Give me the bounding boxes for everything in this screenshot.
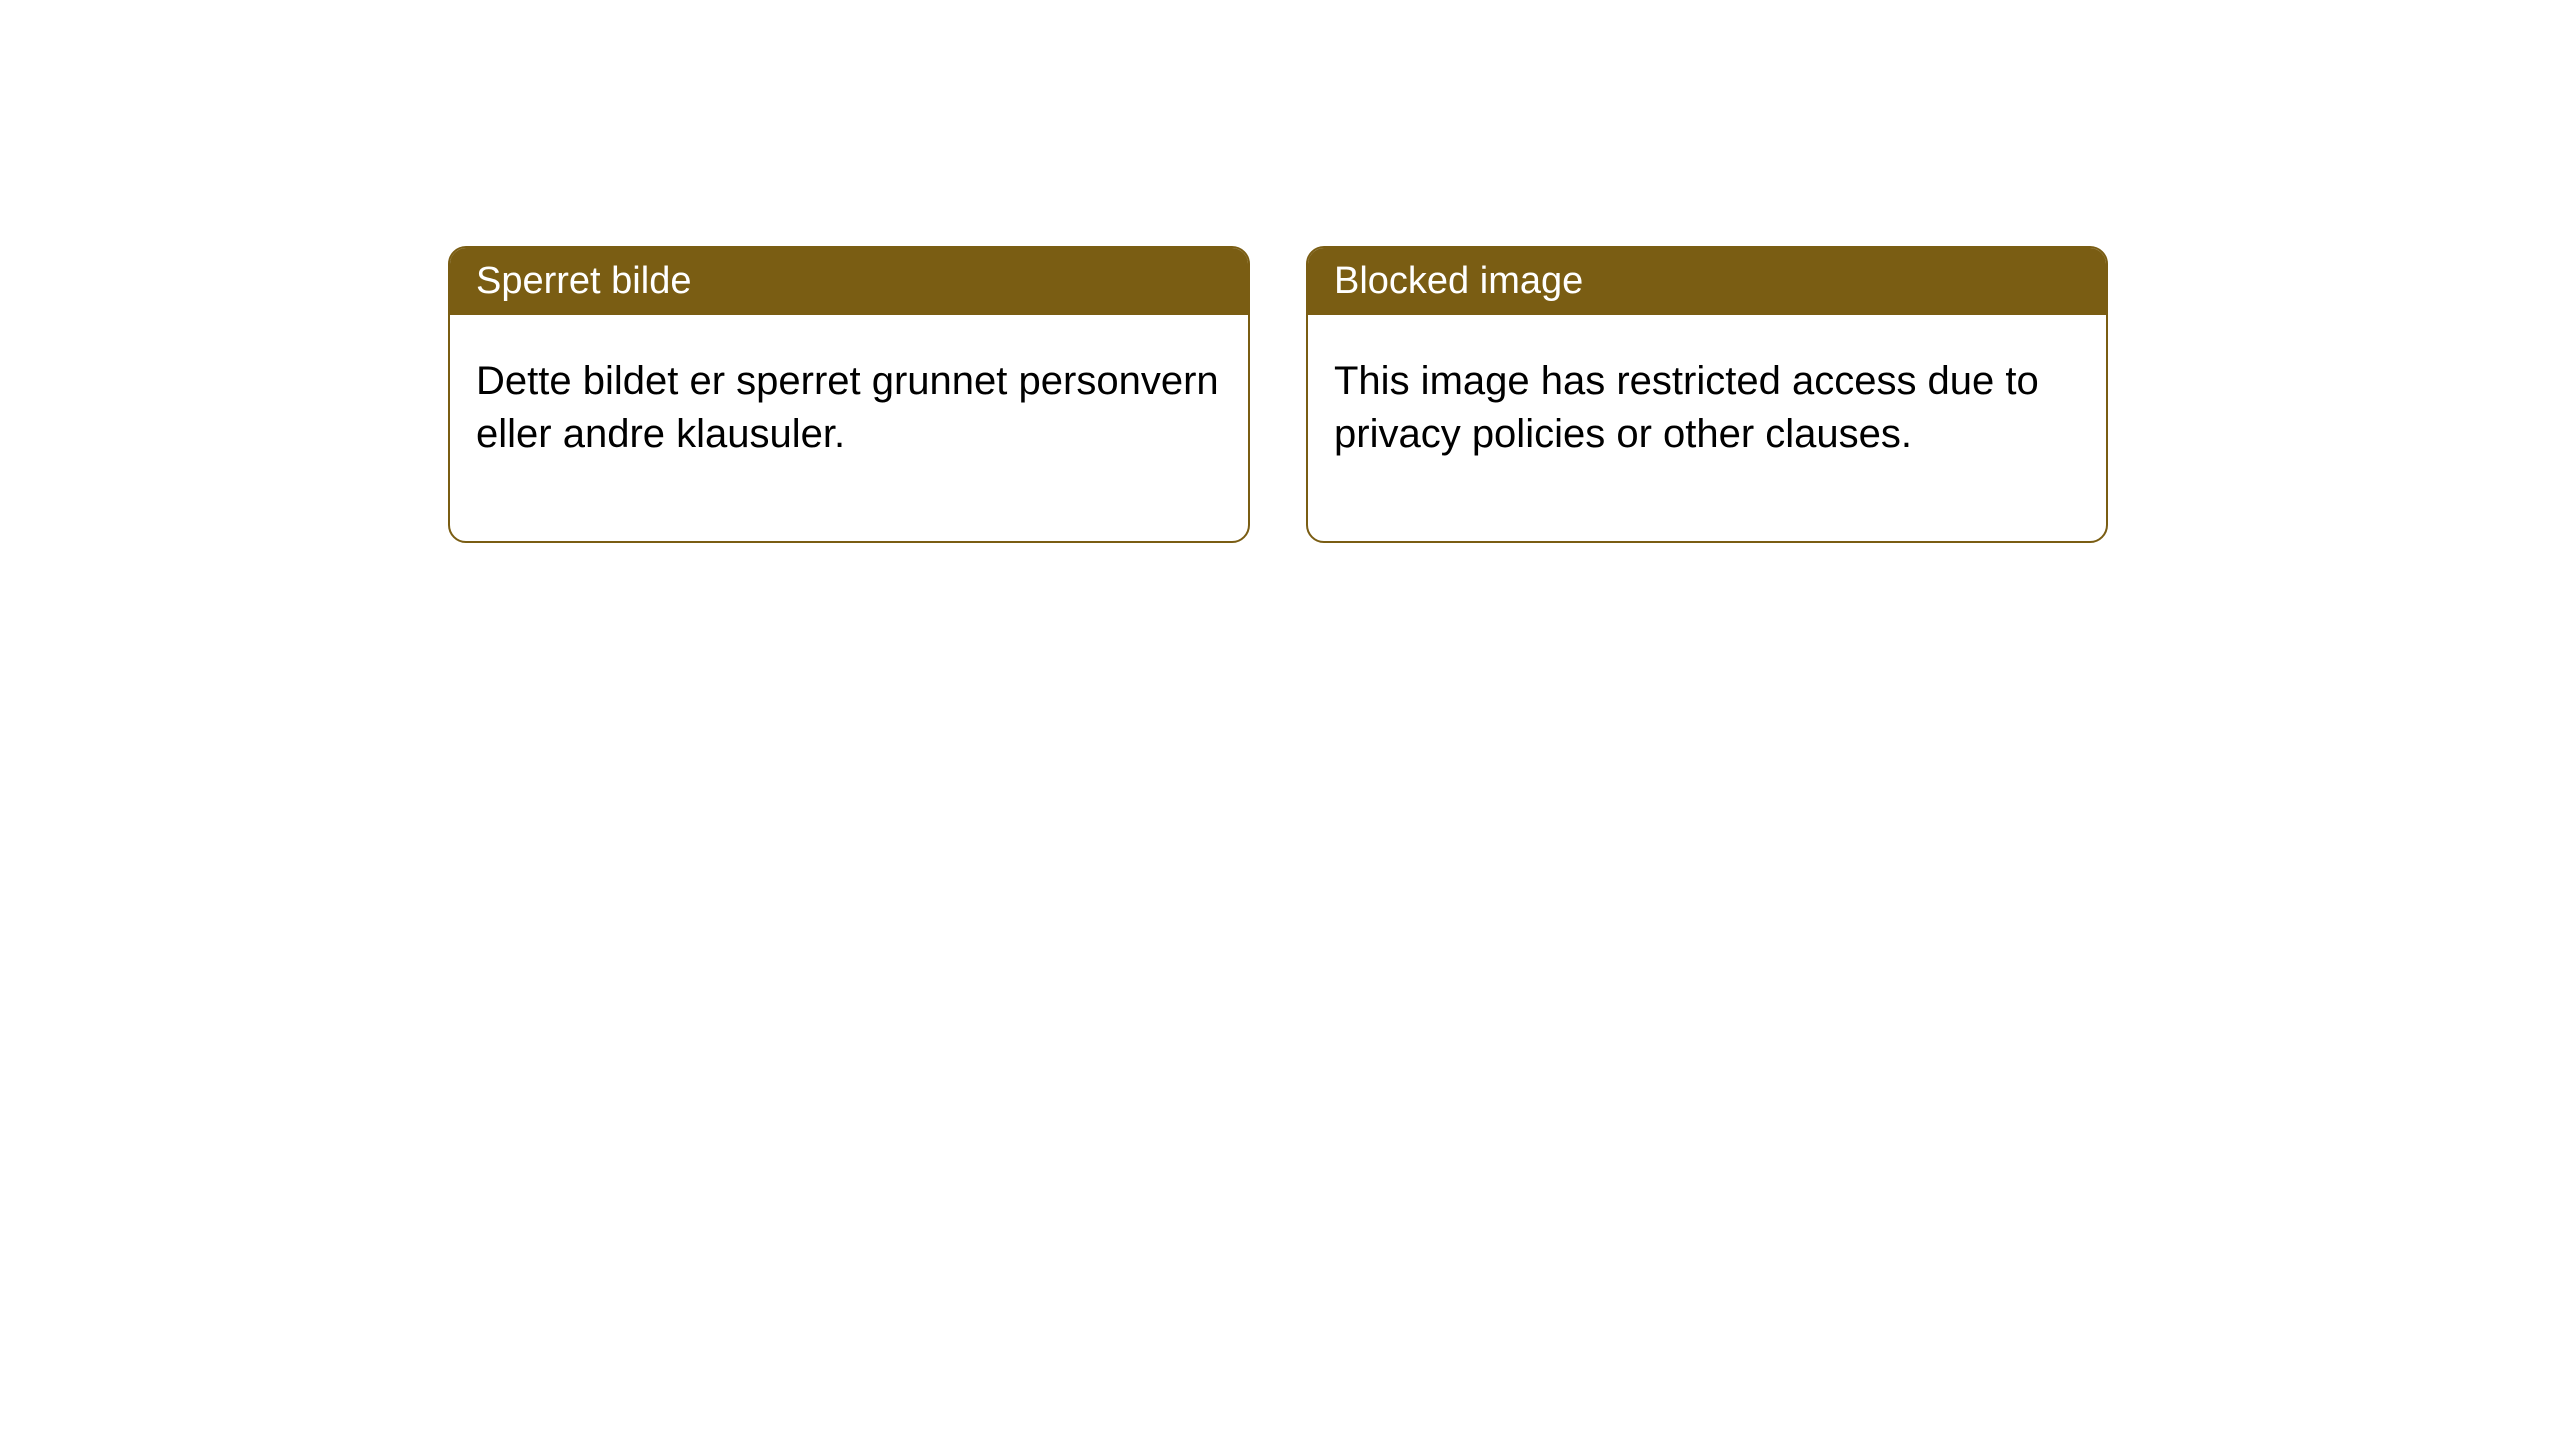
card-body: Dette bildet er sperret grunnet personve… [450, 315, 1248, 541]
card-title: Sperret bilde [476, 260, 691, 302]
notice-container: Sperret bilde Dette bildet er sperret gr… [448, 246, 2108, 543]
card-header: Blocked image [1308, 248, 2106, 315]
notice-card-norwegian: Sperret bilde Dette bildet er sperret gr… [448, 246, 1250, 543]
notice-card-english: Blocked image This image has restricted … [1306, 246, 2108, 543]
card-title: Blocked image [1334, 260, 1583, 302]
card-body: This image has restricted access due to … [1308, 315, 2106, 541]
card-body-text: Dette bildet er sperret grunnet personve… [476, 359, 1219, 456]
card-header: Sperret bilde [450, 248, 1248, 315]
card-body-text: This image has restricted access due to … [1334, 359, 2039, 456]
